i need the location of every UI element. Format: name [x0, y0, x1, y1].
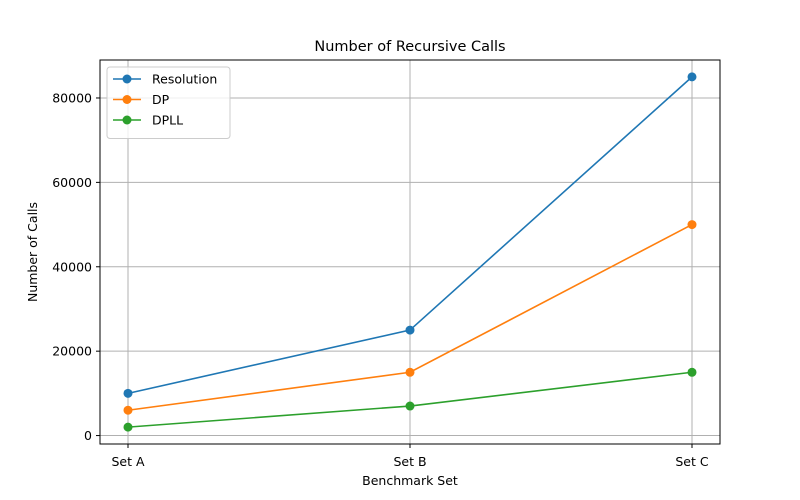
- legend-marker: [123, 75, 132, 84]
- x-axis-label: Benchmark Set: [362, 473, 458, 488]
- y-tick-label: 20000: [52, 344, 92, 359]
- data-point: [124, 406, 133, 415]
- data-point: [406, 326, 415, 335]
- legend-label: DP: [152, 92, 170, 107]
- chart-title: Number of Recursive Calls: [314, 39, 505, 55]
- legend-label: DPLL: [152, 113, 183, 128]
- ticks-layer: Set A Set B Set C 0 20000 40000 60000 80000: [52, 90, 709, 469]
- data-point: [688, 72, 697, 81]
- legend-marker: [123, 95, 132, 104]
- data-point: [688, 368, 697, 377]
- legend: Resolution DP DPLL: [107, 67, 230, 139]
- data-point: [124, 389, 133, 398]
- data-point: [688, 220, 697, 229]
- y-tick-label: 0: [84, 428, 92, 443]
- legend-label: Resolution: [152, 72, 217, 87]
- data-point: [406, 402, 415, 411]
- x-tick-label: Set A: [111, 454, 144, 469]
- x-tick-label: Set C: [675, 454, 708, 469]
- data-point: [406, 368, 415, 377]
- y-axis-label: Number of Calls: [25, 202, 40, 302]
- y-tick-label: 60000: [52, 175, 92, 190]
- x-tick-label: Set B: [393, 454, 426, 469]
- legend-marker: [123, 116, 132, 125]
- y-tick-label: 80000: [52, 90, 92, 105]
- y-tick-label: 40000: [52, 259, 92, 274]
- data-point: [124, 423, 133, 432]
